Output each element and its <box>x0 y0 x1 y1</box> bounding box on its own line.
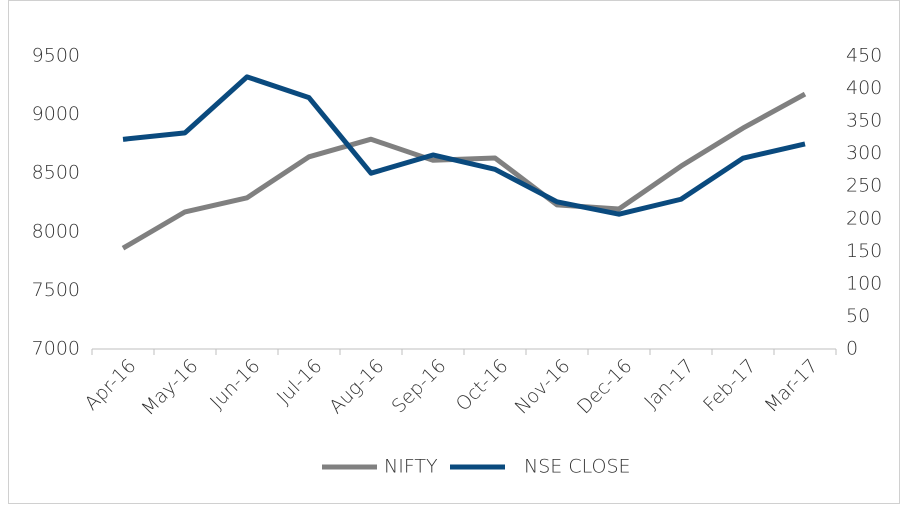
y2-tick-label: 200 <box>846 207 882 229</box>
y-tick-label: 7000 <box>32 338 80 360</box>
x-tick-label: Aug-16 <box>325 355 388 418</box>
y2-tick-label: 450 <box>846 45 882 67</box>
y2-tick-label: 100 <box>846 272 882 294</box>
y-tick-label: 8500 <box>32 162 80 184</box>
legend-label: NSE CLOSE <box>524 456 631 478</box>
x-tick-label: Apr-16 <box>81 355 141 415</box>
x-tick-label: Jan-17 <box>640 355 698 413</box>
x-tick-label: Dec-16 <box>573 355 637 419</box>
y2-tick-label: 400 <box>846 77 882 99</box>
y2-tick-label: 300 <box>846 142 882 164</box>
x-tick-label: Sep-16 <box>388 355 451 418</box>
y-tick-label: 9000 <box>32 103 80 125</box>
x-tick-label: Feb-17 <box>699 355 760 416</box>
x-tick-label: Jul-16 <box>273 355 327 409</box>
y-tick-label: 7500 <box>32 279 80 301</box>
x-tick-label: May-16 <box>137 355 202 420</box>
line-series <box>122 74 806 217</box>
y2-tick-label: 150 <box>846 240 882 262</box>
y-tick-label: 9500 <box>32 45 80 67</box>
x-tick-label: Jun-16 <box>206 355 265 414</box>
x-tick-label: Oct-16 <box>452 355 513 416</box>
y-tick-label: 8000 <box>32 220 80 242</box>
y2-tick-label: 50 <box>846 305 870 327</box>
legend-item: NIFTY <box>322 456 438 478</box>
line-series <box>121 91 807 251</box>
legend-item: NSE CLOSE <box>450 456 631 478</box>
x-tick-label: Mar-17 <box>760 355 822 417</box>
y2-tick-label: 0 <box>846 338 858 360</box>
legend-label: NIFTY <box>384 456 438 478</box>
y2-tick-label: 250 <box>846 175 882 197</box>
x-tick-label: Nov-16 <box>511 355 575 419</box>
y2-tick-label: 350 <box>846 110 882 132</box>
chart-border <box>8 0 900 504</box>
